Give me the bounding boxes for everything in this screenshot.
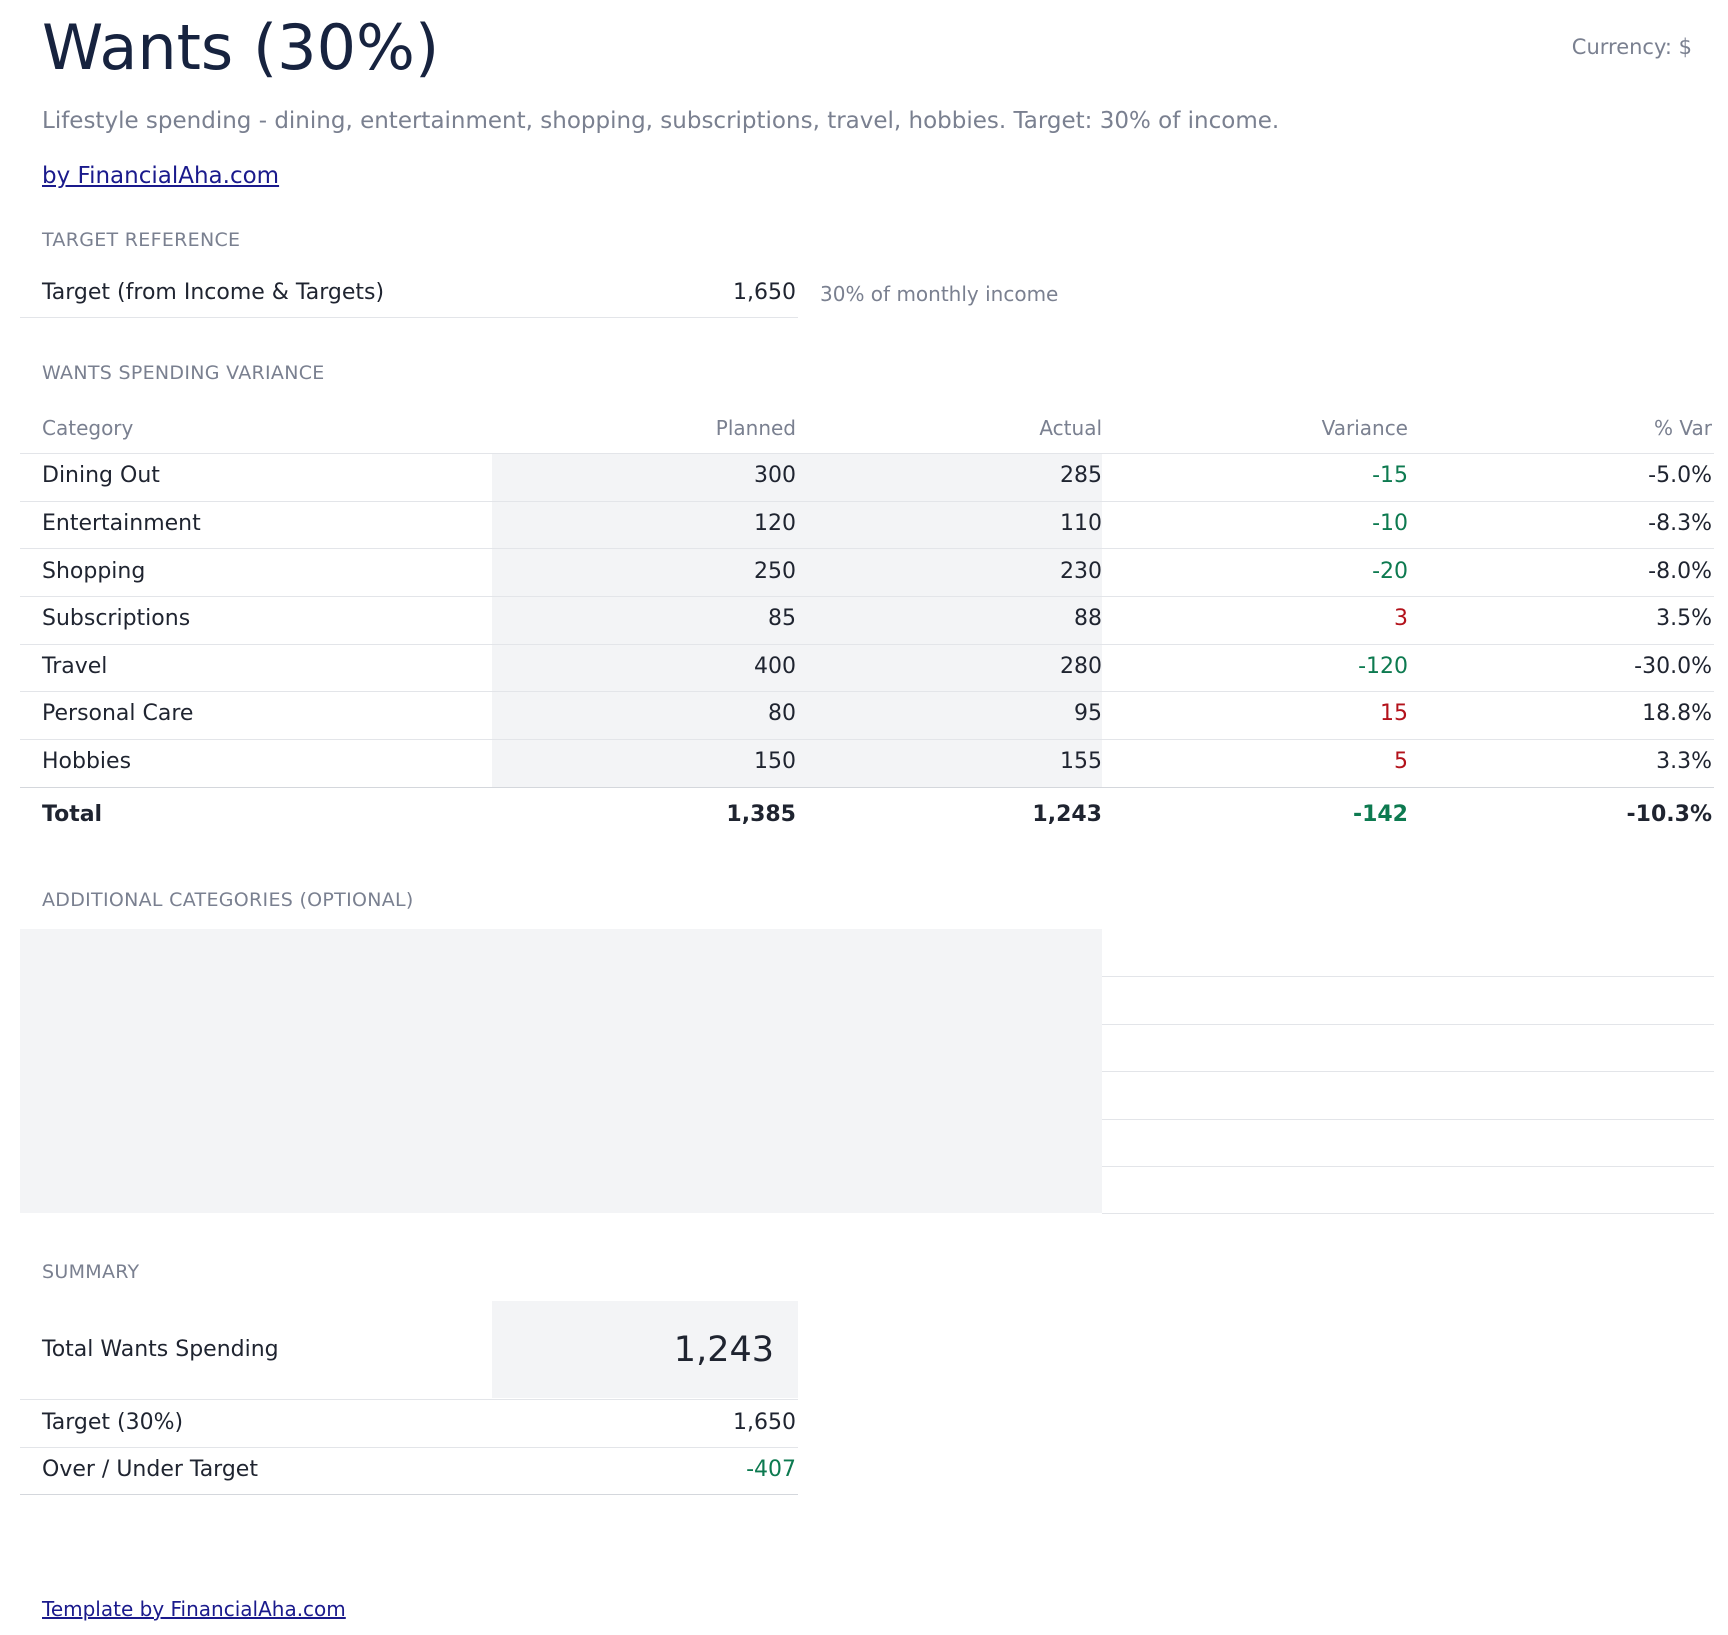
- actual-input[interactable]: 285: [1060, 463, 1102, 488]
- planned-input[interactable]: 250: [754, 559, 796, 584]
- category-name: Personal Care: [42, 701, 194, 726]
- over-under-label: Over / Under Target: [42, 1457, 258, 1482]
- planned-input[interactable]: 85: [768, 606, 796, 631]
- financialaha-link[interactable]: by FinancialAha.com: [42, 163, 280, 189]
- category-name: Hobbies: [42, 749, 132, 774]
- target-reference-value: 1,650: [733, 280, 796, 305]
- row-divider: [20, 1447, 798, 1448]
- pct-var-value: 3.5%: [1656, 606, 1712, 631]
- row-divider: [20, 548, 1714, 549]
- pct-var-value: -8.0%: [1648, 559, 1712, 584]
- total-variance: -142: [1352, 802, 1408, 827]
- actual-input[interactable]: 230: [1060, 559, 1102, 584]
- col-header-category: Category: [42, 416, 134, 440]
- actual-input[interactable]: 110: [1060, 511, 1102, 536]
- total-pct-var: -10.3%: [1626, 802, 1712, 827]
- row-divider: [20, 644, 1714, 645]
- col-header-actual: Actual: [1039, 416, 1102, 440]
- row-divider: [1102, 1024, 1714, 1025]
- footer-template-link[interactable]: Template by FinancialAha.com: [42, 1597, 346, 1621]
- planned-input[interactable]: 400: [754, 654, 796, 679]
- variance-value: -10: [1372, 511, 1408, 536]
- category-name: Dining Out: [42, 463, 160, 488]
- category-name: Subscriptions: [42, 606, 191, 631]
- row-divider: [1102, 1071, 1714, 1072]
- row-divider: [20, 501, 1714, 502]
- section-label-target-reference: TARGET REFERENCE: [42, 229, 241, 251]
- section-label-additional: ADDITIONAL CATEGORIES (OPTIONAL): [42, 889, 414, 911]
- col-header-planned: Planned: [715, 416, 796, 440]
- variance-value: 3: [1394, 606, 1408, 631]
- input-area-shade: [492, 453, 1102, 787]
- row-divider: [20, 317, 798, 318]
- target-reference-label: Target (from Income & Targets): [42, 280, 385, 305]
- variance-value: -20: [1372, 559, 1408, 584]
- row-divider: [1102, 976, 1714, 977]
- pct-var-value: 18.8%: [1642, 701, 1712, 726]
- pct-var-value: -8.3%: [1648, 511, 1712, 536]
- page-subtitle: Lifestyle spending - dining, entertainme…: [42, 108, 1280, 134]
- over-under-value: -407: [746, 1457, 796, 1482]
- total-divider: [20, 787, 1714, 788]
- total-wants-spending-value: 1,243: [673, 1330, 774, 1370]
- total-wants-spending-label: Total Wants Spending: [42, 1337, 279, 1362]
- category-name: Shopping: [42, 559, 146, 584]
- variance-value: -120: [1358, 654, 1408, 679]
- actual-input[interactable]: 280: [1060, 654, 1102, 679]
- category-name: Entertainment: [42, 511, 201, 536]
- planned-input[interactable]: 120: [754, 511, 796, 536]
- actual-input[interactable]: 95: [1074, 701, 1102, 726]
- additional-input-area[interactable]: [20, 929, 1102, 1213]
- total-actual: 1,243: [1032, 802, 1102, 827]
- variance-value: -15: [1372, 463, 1408, 488]
- variance-value: 15: [1380, 701, 1408, 726]
- pct-var-value: -30.0%: [1634, 654, 1712, 679]
- row-divider: [20, 739, 1714, 740]
- currency-label: Currency: $: [1571, 35, 1692, 59]
- row-divider: [1102, 1166, 1714, 1167]
- page-title: Wants (30%): [42, 11, 440, 84]
- pct-var-value: -5.0%: [1648, 463, 1712, 488]
- summary-target-value: 1,650: [733, 1410, 796, 1435]
- total-label: Total: [42, 802, 103, 827]
- row-divider: [1102, 1213, 1714, 1214]
- pct-var-value: 3.3%: [1656, 749, 1712, 774]
- section-label-summary: SUMMARY: [42, 1261, 140, 1283]
- planned-input[interactable]: 80: [768, 701, 796, 726]
- target-reference-note: 30% of monthly income: [820, 282, 1059, 306]
- row-divider: [20, 596, 1714, 597]
- col-header-pct-var: % Var: [1654, 416, 1712, 440]
- planned-input[interactable]: 150: [754, 749, 796, 774]
- row-divider: [1102, 1119, 1714, 1120]
- summary-target-label: Target (30%): [42, 1410, 184, 1435]
- actual-input[interactable]: 88: [1074, 606, 1102, 631]
- actual-input[interactable]: 155: [1060, 749, 1102, 774]
- col-header-variance: Variance: [1321, 416, 1408, 440]
- category-name: Travel: [42, 654, 108, 679]
- summary-total-shade: [492, 1301, 798, 1398]
- planned-input[interactable]: 300: [754, 463, 796, 488]
- row-divider: [20, 1399, 798, 1400]
- header-divider: [20, 453, 1714, 454]
- row-divider: [20, 691, 1714, 692]
- variance-value: 5: [1394, 749, 1408, 774]
- section-label-variance: WANTS SPENDING VARIANCE: [42, 362, 325, 384]
- total-planned: 1,385: [726, 802, 796, 827]
- row-divider: [20, 1494, 798, 1495]
